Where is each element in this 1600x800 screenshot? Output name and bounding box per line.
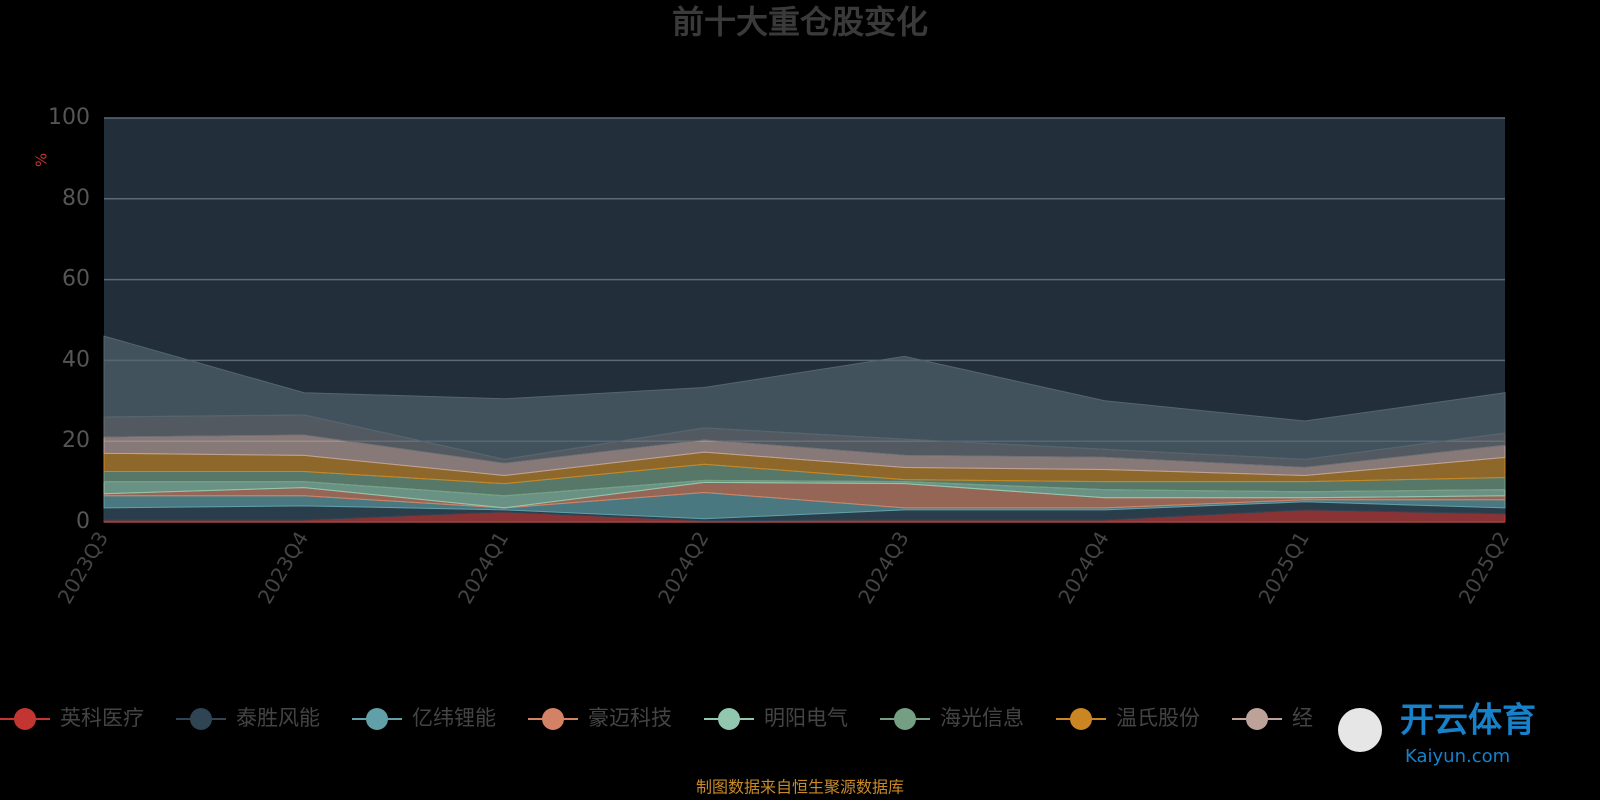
y-axis-label: % bbox=[33, 153, 51, 167]
y-tick-label: 0 bbox=[76, 509, 90, 534]
legend-marker bbox=[894, 708, 916, 730]
legend-marker bbox=[718, 708, 740, 730]
legend-marker bbox=[1070, 708, 1092, 730]
y-tick-label: 60 bbox=[62, 267, 90, 292]
y-tick-label: 40 bbox=[62, 347, 90, 372]
y-tick-label: 100 bbox=[48, 105, 90, 130]
watermark-logo bbox=[1338, 708, 1382, 752]
watermark-text: Kaiyun.com bbox=[1405, 746, 1510, 767]
legend-marker bbox=[542, 708, 564, 730]
area bbox=[103, 335, 1506, 460]
legend-label: 温氏股份 bbox=[1116, 706, 1200, 730]
legend-label: 英科医疗 bbox=[60, 706, 144, 730]
y-tick-label: 80 bbox=[62, 186, 90, 211]
legend-marker bbox=[14, 708, 36, 730]
chart-title: 前十大重仓股变化 bbox=[672, 3, 928, 41]
legend-marker bbox=[366, 708, 388, 730]
legend-label: 豪迈科技 bbox=[588, 706, 672, 730]
watermark-text: 开云体育 bbox=[1400, 701, 1536, 741]
legend-marker bbox=[190, 708, 212, 730]
y-tick-label: 20 bbox=[62, 428, 90, 453]
watermark: 开云体育 Kaiyun.com bbox=[1338, 701, 1536, 767]
legend-label: 明阳电气 bbox=[764, 706, 848, 730]
legend-label: 亿纬锂能 bbox=[412, 706, 496, 730]
source-note: 制图数据来自恒生聚源数据库 bbox=[696, 778, 904, 797]
legend-marker bbox=[1246, 708, 1268, 730]
legend-label: 泰胜风能 bbox=[236, 706, 320, 730]
legend: 英科医疗 泰胜风能 亿纬锂能 豪迈科技 明阳电气 海光信息 温氏股份 经 bbox=[0, 706, 1313, 730]
legend-label: 海光信息 bbox=[940, 706, 1024, 730]
legend-label: 经 bbox=[1292, 706, 1313, 730]
